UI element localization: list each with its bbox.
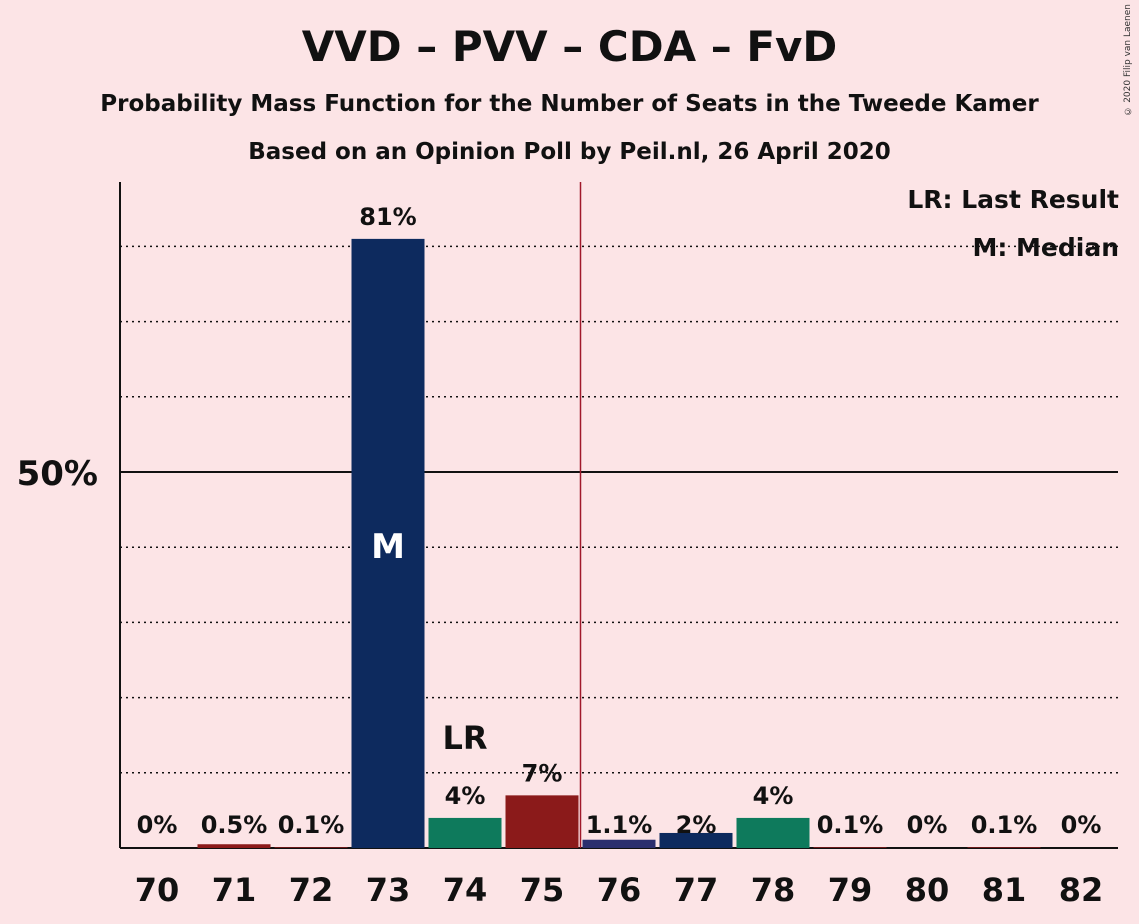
bar-71 — [197, 844, 271, 848]
x-tick-label-77: 77 — [674, 871, 719, 909]
value-label-77: 2% — [676, 811, 717, 839]
chart-subtitle-source: Based on an Opinion Poll by Peil.nl, 26 … — [248, 139, 891, 165]
value-label-74: 4% — [445, 782, 486, 810]
value-label-70: 0% — [137, 811, 178, 839]
value-label-81: 0.1% — [971, 811, 1038, 839]
legend-median: M: Median — [972, 233, 1119, 262]
value-label-80: 0% — [907, 811, 948, 839]
x-tick-label-73: 73 — [366, 871, 411, 909]
x-tick-label-71: 71 — [212, 871, 257, 909]
value-label-76: 1.1% — [586, 811, 653, 839]
bar-77 — [659, 832, 733, 848]
x-tick-label-75: 75 — [520, 871, 565, 909]
bar-72 — [274, 847, 348, 848]
chart-title: VVD – PVV – CDA – FvD — [301, 22, 838, 71]
bar-75 — [505, 795, 579, 848]
legend-last-result: LR: Last Result — [907, 185, 1119, 214]
value-label-75: 7% — [522, 759, 563, 787]
x-tick-label-82: 82 — [1059, 871, 1104, 909]
x-tick-label-78: 78 — [751, 871, 796, 909]
x-tick-label-79: 79 — [828, 871, 873, 909]
bar-73 — [351, 238, 425, 848]
value-label-82: 0% — [1061, 811, 1102, 839]
x-tick-label-72: 72 — [289, 871, 334, 909]
x-tick-label-70: 70 — [135, 871, 180, 909]
value-label-79: 0.1% — [817, 811, 884, 839]
x-tick-label-81: 81 — [982, 871, 1027, 909]
median-marker: M — [371, 527, 405, 567]
bar-76 — [582, 839, 656, 848]
chart-subtitle: Probability Mass Function for the Number… — [100, 91, 1039, 117]
last-result-marker: LR — [442, 719, 487, 757]
x-tick-label-74: 74 — [443, 871, 488, 909]
value-label-78: 4% — [753, 782, 794, 810]
bar-74 — [428, 817, 502, 848]
bar-78 — [736, 817, 810, 848]
value-label-72: 0.1% — [278, 811, 345, 839]
value-label-71: 0.5% — [201, 811, 268, 839]
bar-79 — [813, 847, 887, 848]
value-label-73: 81% — [359, 203, 416, 231]
bar-81 — [967, 847, 1041, 848]
x-tick-label-80: 80 — [905, 871, 950, 909]
y-tick-label: 50% — [17, 454, 98, 494]
x-tick-label-76: 76 — [597, 871, 642, 909]
